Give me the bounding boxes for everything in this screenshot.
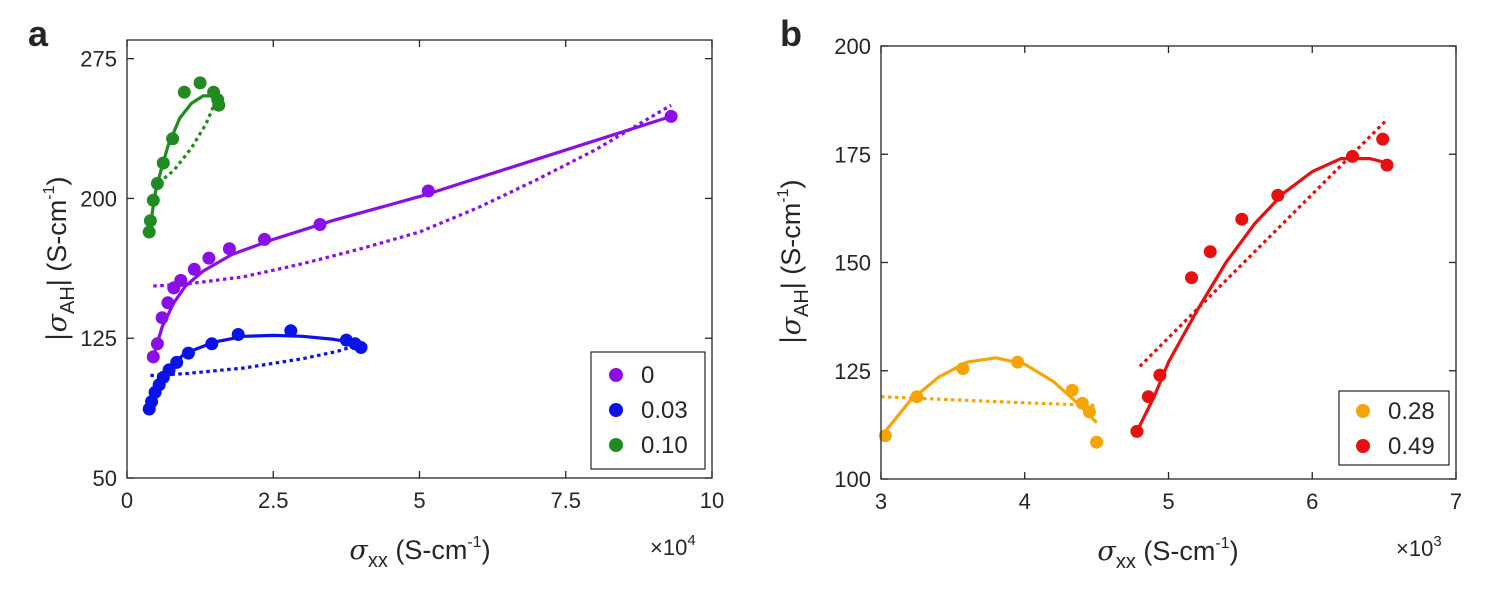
b-series-1-point-5: [1235, 212, 1249, 226]
panel-b-y-label: |σAH| (S-cm-1): [775, 179, 813, 344]
a-series-0-point-1: [150, 337, 164, 351]
b-series-1-dotted-fit: [1138, 118, 1389, 368]
b-y-tick-label-0: 100: [834, 467, 871, 492]
a-x-tick-label-1: 2.5: [258, 488, 289, 513]
panel-b-label: b: [780, 13, 802, 54]
b-series-1-point-6: [1271, 188, 1285, 202]
b-series-0-point-5: [1075, 396, 1089, 410]
b-series-1-point-7: [1346, 149, 1359, 163]
b-series-1-point-2: [1153, 368, 1167, 382]
a-y-tick-label-0: 50: [93, 466, 117, 491]
legend-marker-003: [609, 403, 623, 417]
b-series-0-point-4: [1065, 383, 1079, 397]
panel-a-x-multiplier: ×104: [650, 532, 696, 560]
a-series-0-point-2: [155, 311, 169, 325]
a-series-1-point-13: [354, 341, 368, 354]
b-series-0-point-1: [910, 390, 924, 404]
a-series-2-point-10: [212, 98, 226, 112]
a-series-0-point-10: [313, 218, 327, 231]
panel-a-y-label: |σAH| (S-cm-1): [41, 176, 79, 341]
a-series-2-point-1: [143, 214, 157, 228]
a-series-0-point-9: [258, 232, 271, 246]
a-series-1-point-7: [181, 346, 195, 360]
b-y-tick-label-1: 125: [834, 359, 871, 384]
a-series-1-point-8: [205, 337, 219, 351]
panel-a-legend: 0 0.03 0.10: [590, 351, 706, 470]
b-series-0-point-6: [1082, 405, 1096, 419]
a-x-tick-label-0: 0: [121, 488, 133, 513]
b-y-tick-label-2: 150: [834, 251, 871, 276]
a-series-2-point-5: [166, 132, 180, 146]
a-series-0-point-0: [146, 350, 160, 364]
a-x-tick-label-4: 10: [700, 488, 724, 513]
b-x-tick-label-0: 3: [875, 489, 887, 514]
b-series-1-point-1: [1141, 390, 1155, 404]
a-series-0-point-11: [421, 184, 435, 198]
a-series-2-point-3: [150, 177, 164, 190]
a-series-0-point-7: [202, 251, 216, 265]
a-series-0-point-6: [187, 262, 201, 276]
a-series-0-point-3: [161, 296, 175, 310]
legend-label-0: 0: [641, 362, 654, 389]
a-series-2-point-2: [146, 193, 160, 207]
panel-b-x-multiplier: ×103: [1396, 533, 1442, 561]
legend-marker-028: [1356, 404, 1370, 418]
b-series-0-point-0: [878, 429, 892, 443]
legend-marker-0: [609, 368, 623, 382]
b-x-tick-label-3: 6: [1306, 489, 1318, 514]
legend-label-028: 0.28: [1388, 398, 1435, 425]
b-x-tick-label-4: 7: [1450, 489, 1462, 514]
b-series-1-point-0: [1130, 424, 1144, 438]
a-series-2-point-7: [193, 76, 207, 90]
a-series-0-point-12: [664, 109, 678, 123]
legend-label-003: 0.03: [641, 397, 688, 424]
b-series-0-point-3: [1011, 355, 1025, 369]
panel-b-legend-box: [1338, 390, 1450, 466]
a-y-tick-label-1: 125: [80, 326, 117, 351]
a-y-tick-label-2: 200: [80, 186, 117, 211]
a-series-1-point-10: [284, 324, 298, 338]
legend-label-049: 0.49: [1388, 433, 1435, 460]
panel-b: b 3 4 5 6 7 100 125 150 175 200 σxx (S-cm-1) ×103…: [775, 13, 1462, 573]
b-series-1-point-3: [1185, 271, 1198, 285]
b-series-0-point-7: [1090, 435, 1104, 449]
b-series-1-point-9: [1380, 158, 1394, 172]
a-x-tick-label-3: 7.5: [550, 488, 581, 513]
legend-marker-010: [609, 438, 623, 452]
b-series-0-point-2: [956, 362, 970, 376]
panel-a-frame: [126, 39, 713, 479]
a-series-1-solid-fit: [147, 333, 362, 410]
legend-label-010: 0.10: [641, 432, 688, 459]
a-series-2-dotted-fit: [152, 93, 221, 189]
a-y-tick-label-3: 275: [80, 47, 117, 72]
panel-b-plot-area: [878, 118, 1394, 449]
b-series-1-point-8: [1376, 132, 1390, 146]
a-series-0-dotted-fit: [153, 103, 672, 288]
a-series-2-point-4: [156, 156, 170, 170]
a-x-tick-label-2: 5: [413, 488, 425, 513]
a-series-2-point-0: [142, 225, 156, 239]
b-series-1-point-4: [1203, 245, 1217, 259]
b-x-tick-label-2: 5: [1162, 489, 1174, 514]
panel-b-legend: 0.28 0.49: [1338, 390, 1450, 466]
b-y-tick-label-4: 200: [834, 34, 871, 59]
panel-a: a 0 2.5 5 7.5 10 50 125 200 275 σxx (S-cm-1) ×10…: [28, 13, 724, 572]
panel-a-label: a: [28, 13, 49, 54]
panel-b-axes: 3 4 5 6 7 100 125 150 175 200: [834, 34, 1462, 514]
a-series-0-point-8: [222, 242, 236, 256]
a-series-2-point-6: [177, 85, 191, 99]
legend-marker-049: [1356, 439, 1370, 453]
panel-a-plot-area: [142, 76, 678, 416]
panel-b-x-label: σxx (S-cm-1): [1097, 535, 1238, 573]
panel-a-x-label: σxx (S-cm-1): [349, 534, 490, 572]
a-series-1-dotted-fit: [150, 342, 362, 378]
b-y-tick-label-3: 175: [834, 142, 871, 167]
a-series-1-point-6: [170, 355, 184, 369]
a-series-0-point-5: [174, 273, 188, 287]
panel-b-frame: [880, 45, 1457, 480]
b-x-tick-label-1: 4: [1019, 489, 1031, 514]
a-series-1-point-9: [231, 328, 245, 341]
